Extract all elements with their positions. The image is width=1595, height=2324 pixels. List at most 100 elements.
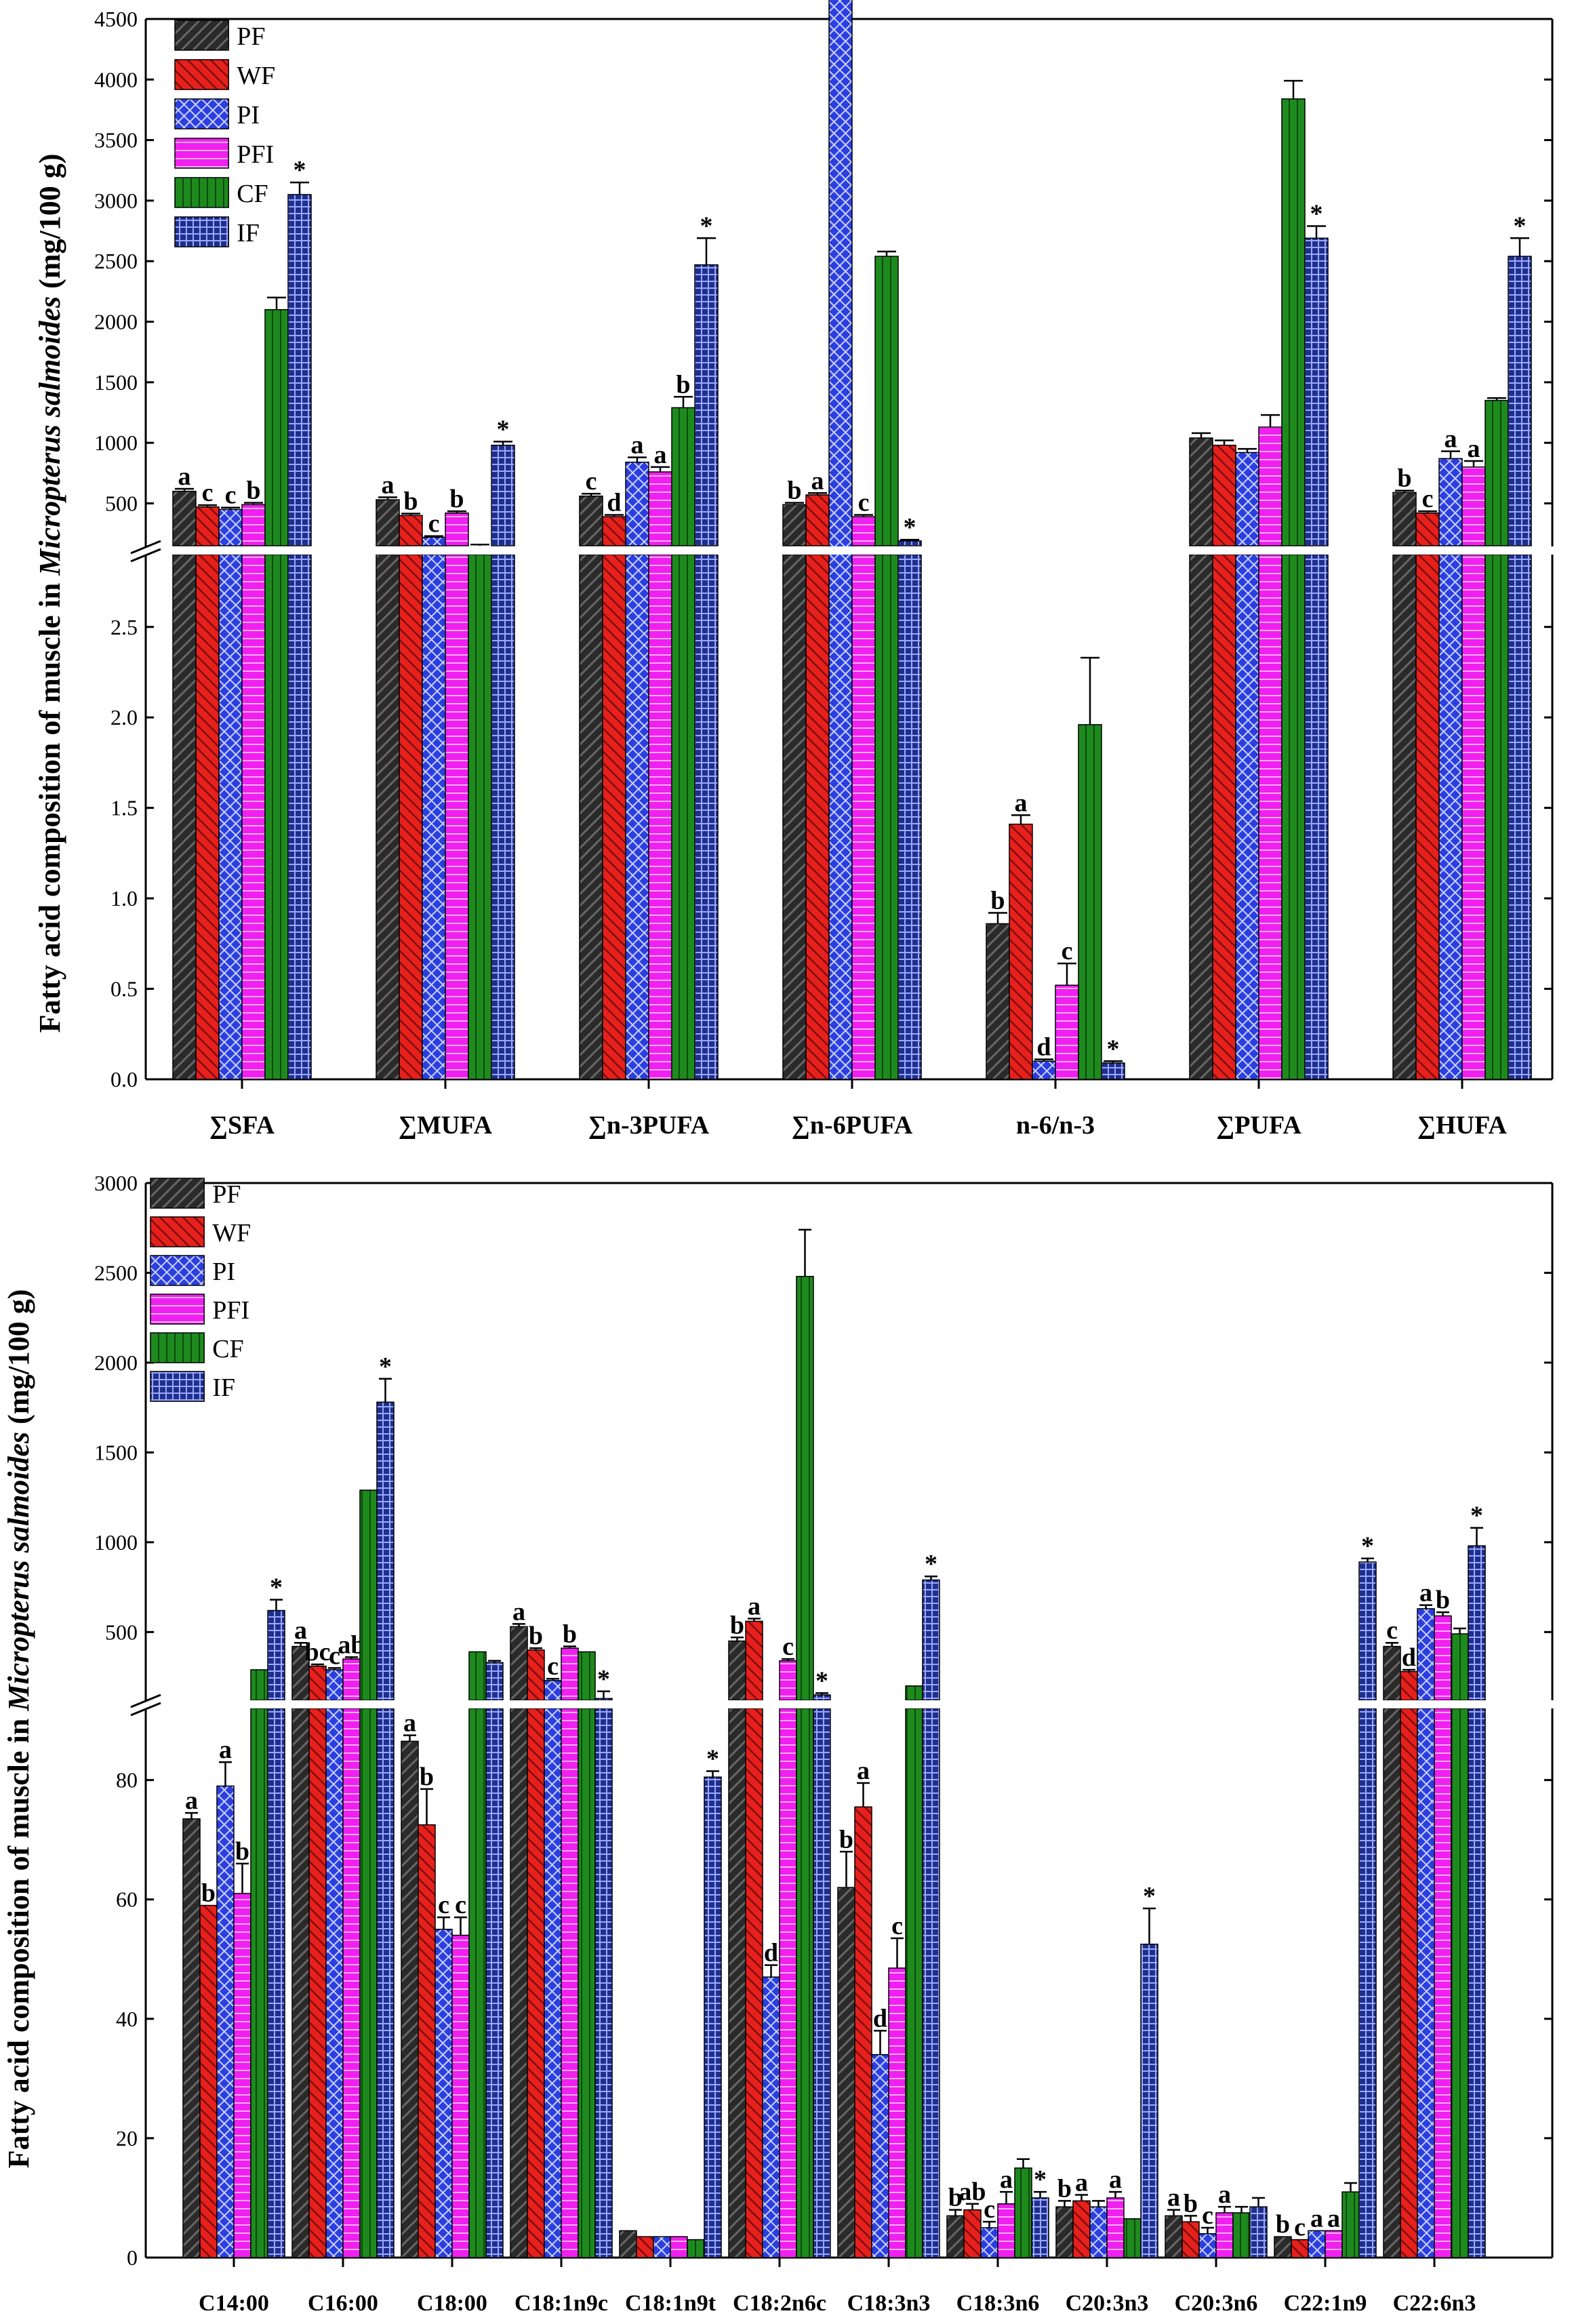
bar-cf	[359, 1489, 378, 1701]
bar-if	[922, 1579, 940, 1701]
chart-bottom: 50010001500200025003000020406080abab*C14…	[94, 1171, 1573, 2316]
y-tick-label: 1.5	[110, 796, 138, 820]
bar-pf	[946, 2215, 965, 2258]
significance-letter: a	[185, 1786, 198, 1815]
significance-letter: a	[748, 1592, 761, 1620]
bar-pi-lower-part	[422, 554, 446, 1080]
bar-pi	[435, 1929, 453, 2258]
significance-marker: *	[925, 1550, 937, 1578]
bar-pi-lower-part	[1438, 554, 1463, 1080]
significance-letter: b	[1436, 1586, 1450, 1614]
x-tick-label: C22:6n3	[1393, 2291, 1476, 2316]
x-tick-label: C18:00	[417, 2291, 487, 2316]
bar-cf	[1451, 1633, 1469, 1701]
bar-wf	[1009, 823, 1033, 1080]
significance-letter: a	[512, 1597, 525, 1626]
bar-cf	[1485, 399, 1509, 546]
bar-pi-lower-part	[218, 554, 243, 1080]
bar-if-lower-part	[1508, 554, 1532, 1080]
bar-pi	[1438, 458, 1463, 546]
significance-marker: *	[904, 513, 916, 542]
legend-swatch-if	[150, 1371, 205, 1402]
significance-letter: a	[403, 1709, 416, 1738]
bar-wf	[199, 1904, 218, 2258]
bar-pfi	[1215, 2212, 1234, 2258]
significance-letter: c	[782, 1632, 794, 1661]
bar-if	[1031, 2197, 1049, 2258]
significance-letter: c	[984, 2195, 995, 2224]
bar-pi	[422, 536, 446, 546]
x-tick-label: C20:3n6	[1175, 2291, 1258, 2316]
bar-if	[267, 1609, 285, 1701]
x-tick-label: n-6/n-3	[1016, 1111, 1095, 1140]
bar-pi	[1089, 2206, 1108, 2258]
significance-marker: *	[706, 1744, 719, 1773]
y-tick-label: 3500	[94, 128, 138, 153]
bar-wf	[1212, 444, 1236, 546]
legend-label-pi: PI	[212, 1258, 235, 1286]
x-tick-label: ∑SFA	[209, 1111, 275, 1140]
bar-wf	[636, 2236, 654, 2258]
significance-letter: c	[1294, 2213, 1306, 2242]
significance-marker: *	[1470, 1502, 1483, 1530]
legend-label-if: IF	[237, 219, 260, 247]
bar-pi-lower-part	[325, 1708, 344, 2258]
significance-letter: b	[948, 2184, 963, 2212]
bar-cf-lower-part	[264, 554, 289, 1080]
y-tick-label: 4000	[94, 67, 138, 92]
axis-break-slash	[130, 1702, 161, 1717]
bar-wf	[602, 516, 626, 546]
bar-cf-lower-part	[1485, 554, 1509, 1080]
bar-pfi	[648, 471, 672, 546]
x-tick-label: C14:00	[199, 2291, 269, 2316]
bar-pf	[510, 1626, 528, 1701]
bar-pi	[762, 1976, 780, 2258]
significance-letter: b	[235, 1837, 249, 1866]
significance-letter: c	[438, 1891, 449, 1919]
bar-pf	[1165, 2215, 1183, 2258]
y-tick-label: 1000	[94, 430, 138, 455]
bar-pfi-lower-part	[1461, 554, 1486, 1080]
significance-marker: *	[700, 212, 713, 240]
bar-pfi	[451, 1934, 470, 2258]
bar-wf	[399, 515, 423, 546]
bar-wf	[1072, 2200, 1091, 2258]
significance-marker: *	[1143, 1882, 1156, 1910]
significance-letter: a	[1327, 2204, 1340, 2232]
bar-pi	[544, 1680, 562, 1701]
significance-letter: b	[420, 1763, 434, 1791]
significance-marker: *	[597, 1665, 610, 1694]
bar-pf	[172, 490, 197, 546]
legend-label-wf: WF	[212, 1219, 251, 1247]
significance-letter: a	[631, 431, 644, 460]
bar-pfi	[1258, 426, 1283, 546]
y-tick-label: 1.0	[110, 886, 138, 910]
x-tick-label: C18:3n3	[847, 2291, 931, 2316]
bar-if-lower-part	[897, 554, 922, 1080]
bar-cf	[874, 256, 899, 546]
bar-pfi-lower-part	[445, 554, 469, 1080]
y-tick-label: 20	[116, 2126, 138, 2150]
bar-cf-lower-part	[468, 1708, 487, 2258]
significance-letter: b	[1057, 2174, 1072, 2203]
x-tick-label: C18:3n6	[956, 2291, 1040, 2316]
bar-if	[1468, 1545, 1486, 1701]
significance-letter: b	[563, 1620, 577, 1649]
bar-pfi	[1106, 2197, 1125, 2258]
significance-marker: *	[270, 1574, 283, 1602]
bar-pfi-lower-part	[561, 1708, 579, 2258]
legend-swatch-pfi	[174, 138, 229, 169]
bar-if-lower-part	[1358, 1708, 1377, 2258]
legend-label-cf: CF	[212, 1335, 243, 1363]
bar-pf	[579, 496, 603, 546]
significance-letter: b	[787, 477, 801, 505]
bar-cf	[687, 2239, 705, 2258]
bar-wf-lower-part	[1415, 554, 1440, 1080]
legend-label-pfi: PFI	[212, 1296, 249, 1325]
bar-pfi-lower-part	[779, 1708, 797, 2258]
bar-pf-lower-part	[376, 554, 400, 1080]
bar-if-lower-part	[1468, 1708, 1486, 2258]
significance-letter: a	[1468, 435, 1480, 463]
significance-letter: b	[449, 485, 464, 513]
